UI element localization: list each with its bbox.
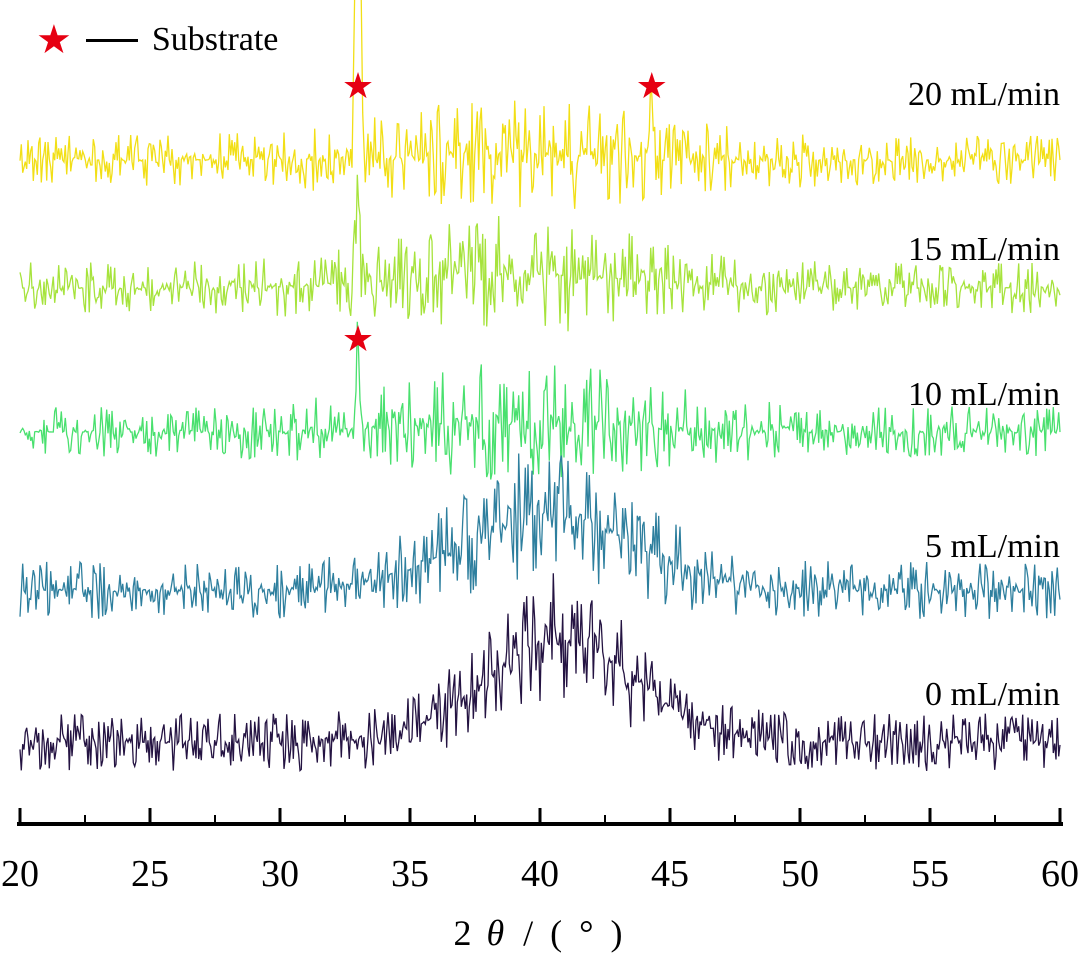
- x-axis-title-pre: 2: [453, 913, 472, 953]
- series-label-0mlmin: 0 mL/min: [924, 676, 1060, 713]
- x-axis-title-theta: θ: [486, 913, 505, 953]
- x-tick-45: 45: [651, 853, 689, 895]
- trace-20-mlmin: [19, 0, 1061, 209]
- x-tick-40: 40: [521, 853, 559, 895]
- substrate-peak-star-icon: ★: [342, 66, 374, 107]
- trace-15-mlmin: [19, 174, 1061, 332]
- series-label-20mlmin: 20 mL/min: [907, 76, 1060, 113]
- x-tick-20: 20: [1, 853, 39, 895]
- legend-line-icon: [85, 38, 138, 42]
- x-tick-55: 55: [911, 853, 949, 895]
- legend: ★ Substrate: [36, 20, 278, 60]
- trace-0-mlmin: [19, 573, 1061, 773]
- x-tick-35: 35: [391, 853, 429, 895]
- x-tick-25: 25: [131, 853, 169, 895]
- series-label-15mlmin: 15 mL/min: [907, 231, 1060, 268]
- x-axis-title-post: / ( ° ): [523, 913, 627, 953]
- substrate-peak-star-icon: ★: [636, 66, 668, 107]
- trace-10-mlmin: [19, 321, 1061, 480]
- x-tick-60: 60: [1041, 853, 1079, 895]
- series-label-10mlmin: 10 mL/min: [907, 376, 1060, 413]
- substrate-peak-star-icon: ★: [342, 319, 374, 360]
- x-tick-30: 30: [261, 853, 299, 895]
- x-tick-50: 50: [781, 853, 819, 895]
- legend-label: Substrate: [151, 21, 279, 58]
- trace-5-mlmin: [19, 453, 1061, 619]
- x-axis-title: 2 θ / ( ° ): [0, 912, 1080, 954]
- series-label-5mlmin: 5 mL/min: [924, 528, 1060, 565]
- substrate-star-icon: ★: [36, 17, 72, 63]
